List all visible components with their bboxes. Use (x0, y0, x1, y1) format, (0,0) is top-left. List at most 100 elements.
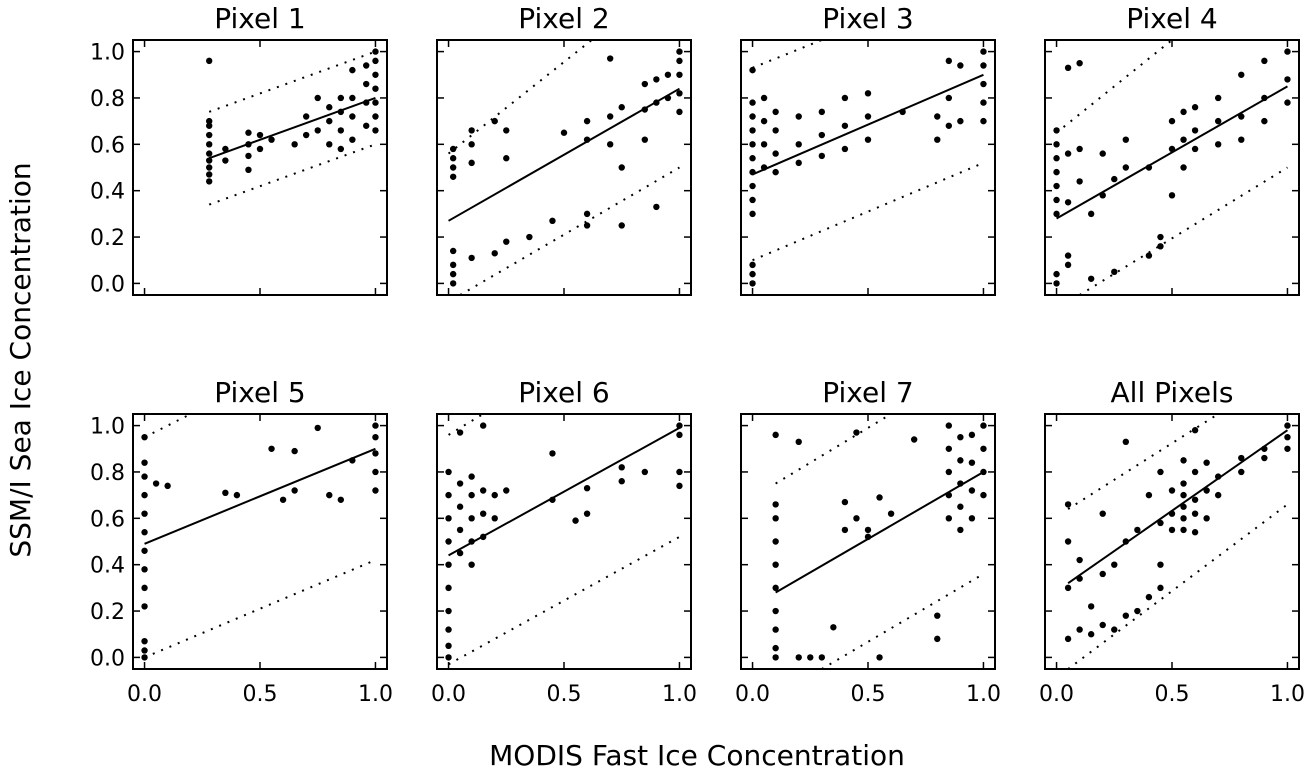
data-point (349, 136, 356, 143)
data-point (1180, 164, 1187, 171)
bound-line (821, 573, 984, 669)
data-point (560, 129, 568, 136)
data-point (326, 117, 333, 125)
data-point (980, 491, 987, 499)
data-point (479, 487, 487, 494)
data-point (772, 626, 779, 633)
data-point (1214, 117, 1222, 125)
data-point (206, 122, 213, 129)
data-point (772, 515, 779, 522)
data-point (1145, 164, 1153, 171)
data-point (1238, 113, 1245, 120)
data-point (749, 168, 756, 176)
data-point (618, 222, 625, 229)
data-point (1157, 243, 1164, 250)
data-point (841, 145, 849, 153)
x-tick-label: 0.5 (547, 682, 582, 707)
data-point (1053, 141, 1060, 148)
data-point (456, 503, 464, 510)
y-tick-label: 0.2 (90, 226, 125, 251)
data-point (1122, 538, 1130, 545)
data-point (1053, 196, 1060, 204)
y-tick-label: 0.8 (90, 461, 125, 486)
data-point (141, 510, 148, 517)
fit-line (752, 73, 984, 176)
panel (141, 414, 379, 661)
data-point (772, 431, 779, 439)
data-point (233, 491, 241, 499)
data-point (968, 431, 976, 439)
data-point (664, 71, 672, 78)
data-point (449, 145, 457, 153)
panel-frame (1044, 39, 1300, 296)
data-point (957, 526, 964, 534)
data-point (1122, 136, 1130, 143)
data-point (841, 94, 849, 102)
data-point (676, 90, 683, 97)
data-point (337, 94, 345, 102)
data-point (864, 533, 872, 541)
panel (206, 48, 379, 206)
data-point (653, 203, 660, 211)
data-point (676, 48, 683, 55)
data-point (980, 422, 987, 429)
data-point (1157, 561, 1164, 568)
data-point (618, 478, 625, 485)
data-point (291, 487, 298, 494)
data-point (853, 515, 860, 522)
data-point (372, 433, 379, 441)
data-point (549, 450, 556, 457)
data-point (676, 482, 683, 490)
data-point (664, 94, 672, 102)
data-point (876, 654, 883, 661)
data-point (445, 515, 452, 522)
data-point (676, 108, 683, 116)
data-point (1064, 584, 1072, 592)
data-point (795, 159, 802, 167)
data-point (957, 62, 964, 69)
data-point (314, 424, 321, 432)
data-point (641, 136, 649, 143)
data-point (1157, 468, 1164, 476)
data-point (980, 468, 987, 476)
bound-line (144, 559, 376, 659)
data-point (772, 561, 779, 568)
data-point (1076, 556, 1083, 564)
data-point (1064, 635, 1072, 643)
data-point (653, 99, 660, 106)
data-point (445, 654, 452, 661)
data-point (841, 122, 849, 129)
data-point (1191, 104, 1199, 111)
fit-line (775, 471, 984, 594)
data-point (456, 429, 464, 436)
data-point (1180, 491, 1187, 499)
data-point (526, 233, 533, 241)
y-tick-label: 0.0 (90, 646, 125, 671)
data-point (1053, 182, 1060, 190)
data-point (326, 141, 333, 148)
data-point (1076, 59, 1083, 67)
data-point (1180, 108, 1187, 116)
data-point (1284, 422, 1291, 429)
data-point (1134, 607, 1141, 615)
data-point (1145, 491, 1153, 499)
data-point (1191, 496, 1199, 503)
data-point (279, 496, 287, 503)
data-point (1145, 593, 1153, 601)
data-point (749, 270, 756, 278)
data-point (245, 141, 252, 148)
x-axis-label: MODIS Fast Ice Concentration (489, 739, 905, 772)
data-point (372, 85, 379, 92)
data-point (152, 480, 160, 487)
data-point (141, 637, 148, 645)
panel-frame (436, 39, 692, 296)
data-point (468, 159, 475, 167)
data-point (980, 445, 987, 452)
data-point (957, 117, 964, 125)
data-point (141, 473, 148, 480)
data-point (1168, 487, 1176, 494)
data-point (1053, 280, 1060, 287)
data-point (449, 173, 457, 180)
data-point (449, 164, 457, 171)
data-point (372, 422, 379, 429)
